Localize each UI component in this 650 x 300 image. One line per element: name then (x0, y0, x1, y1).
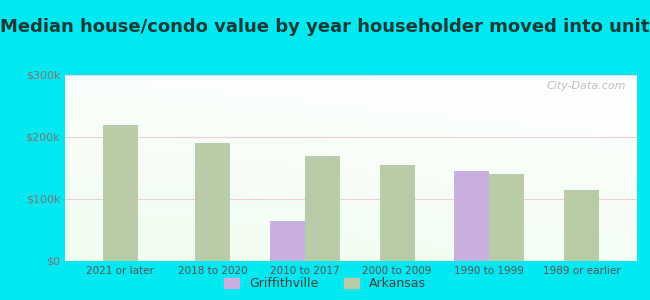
Bar (270, 221, 305, 261)
Bar (380, 165, 415, 261)
Bar (454, 171, 489, 261)
Bar (564, 190, 599, 261)
Bar (305, 156, 340, 261)
Bar (489, 174, 525, 261)
Bar (195, 143, 230, 261)
Text: Median house/condo value by year householder moved into unit: Median house/condo value by year househo… (0, 18, 650, 36)
Legend: Griffithville, Arkansas: Griffithville, Arkansas (220, 273, 430, 294)
Bar (103, 124, 138, 261)
Text: City-Data.com: City-Data.com (546, 81, 625, 91)
